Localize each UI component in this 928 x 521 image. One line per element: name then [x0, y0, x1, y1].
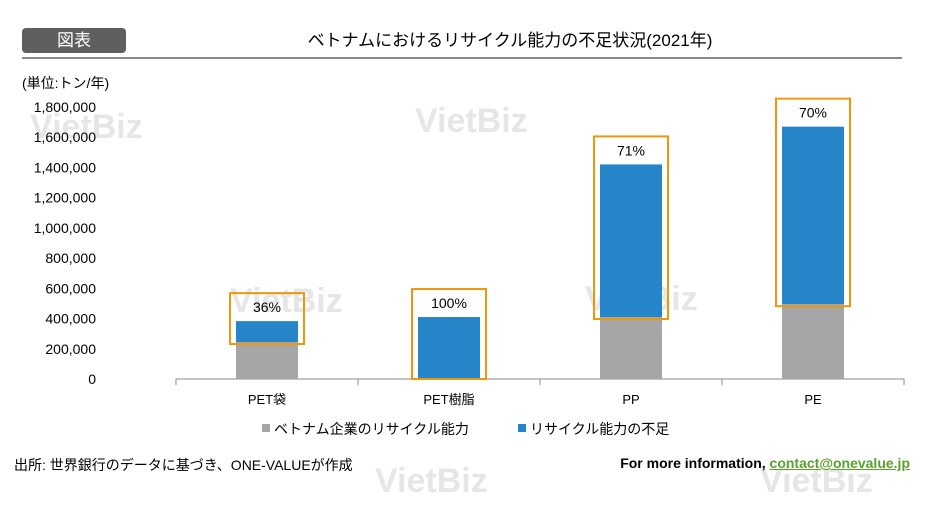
x-tick-label: PP — [622, 392, 639, 407]
y-tick-label: 1,200,000 — [34, 190, 96, 206]
chart-title: ベトナムにおけるリサイクル能力の不足状況(2021年) — [307, 31, 713, 50]
highlight-box — [229, 292, 305, 345]
bar-shortage — [782, 126, 844, 305]
bar-shortage — [236, 321, 298, 342]
percent-label: 71% — [617, 142, 645, 158]
y-tick-label: 0 — [88, 371, 96, 387]
highlight-box — [411, 288, 487, 380]
bar-capacity — [600, 317, 662, 379]
title-divider — [22, 57, 902, 59]
highlight-box — [775, 97, 851, 308]
percent-label: 100% — [431, 295, 467, 311]
y-tick-label: 600,000 — [45, 280, 96, 296]
x-tick-label: PE — [804, 392, 822, 407]
y-tick-label: 1,000,000 — [34, 220, 96, 236]
legend-label: ベトナム企業のリサイクル能力 — [274, 421, 469, 437]
y-tick-label: 1,800,000 — [34, 99, 96, 115]
y-tick-label: 200,000 — [45, 341, 96, 357]
watermark: VietBiz — [30, 108, 143, 146]
legend-swatch — [518, 424, 526, 432]
y-tick-label: 1,400,000 — [34, 159, 96, 175]
figure-badge: 図表 — [22, 28, 126, 53]
percent-label: 36% — [253, 299, 281, 315]
bar-shortage — [418, 317, 480, 379]
contact-info: For more information, contact@onevalue.j… — [620, 455, 910, 471]
x-tick-label: PET袋 — [248, 392, 286, 407]
y-tick-label: 1,600,000 — [34, 129, 96, 145]
contact-email-link[interactable]: contact@onevalue.jp — [769, 455, 910, 471]
legend-label: リサイクル能力の不足 — [530, 421, 669, 437]
bar-capacity — [236, 341, 298, 379]
bar-capacity — [782, 304, 844, 379]
watermark: VietBiz — [415, 102, 528, 140]
y-tick-label: 400,000 — [45, 311, 96, 327]
y-tick-label: 800,000 — [45, 250, 96, 266]
x-tick-label: PET樹脂 — [423, 392, 474, 407]
highlight-box — [593, 135, 669, 321]
unit-label: (単位:トン/年) — [22, 75, 110, 91]
more-info-text: For more information, — [620, 455, 770, 471]
watermark: VietBiz — [760, 462, 873, 500]
source-note: 出所: 世界銀行のデータに基づき、ONE-VALUEが作成 — [14, 457, 353, 473]
watermark: VietBiz — [375, 462, 488, 500]
percent-label: 70% — [799, 105, 827, 121]
watermark: VietBiz — [230, 282, 343, 320]
bar-shortage — [600, 164, 662, 318]
legend-swatch — [262, 424, 270, 432]
